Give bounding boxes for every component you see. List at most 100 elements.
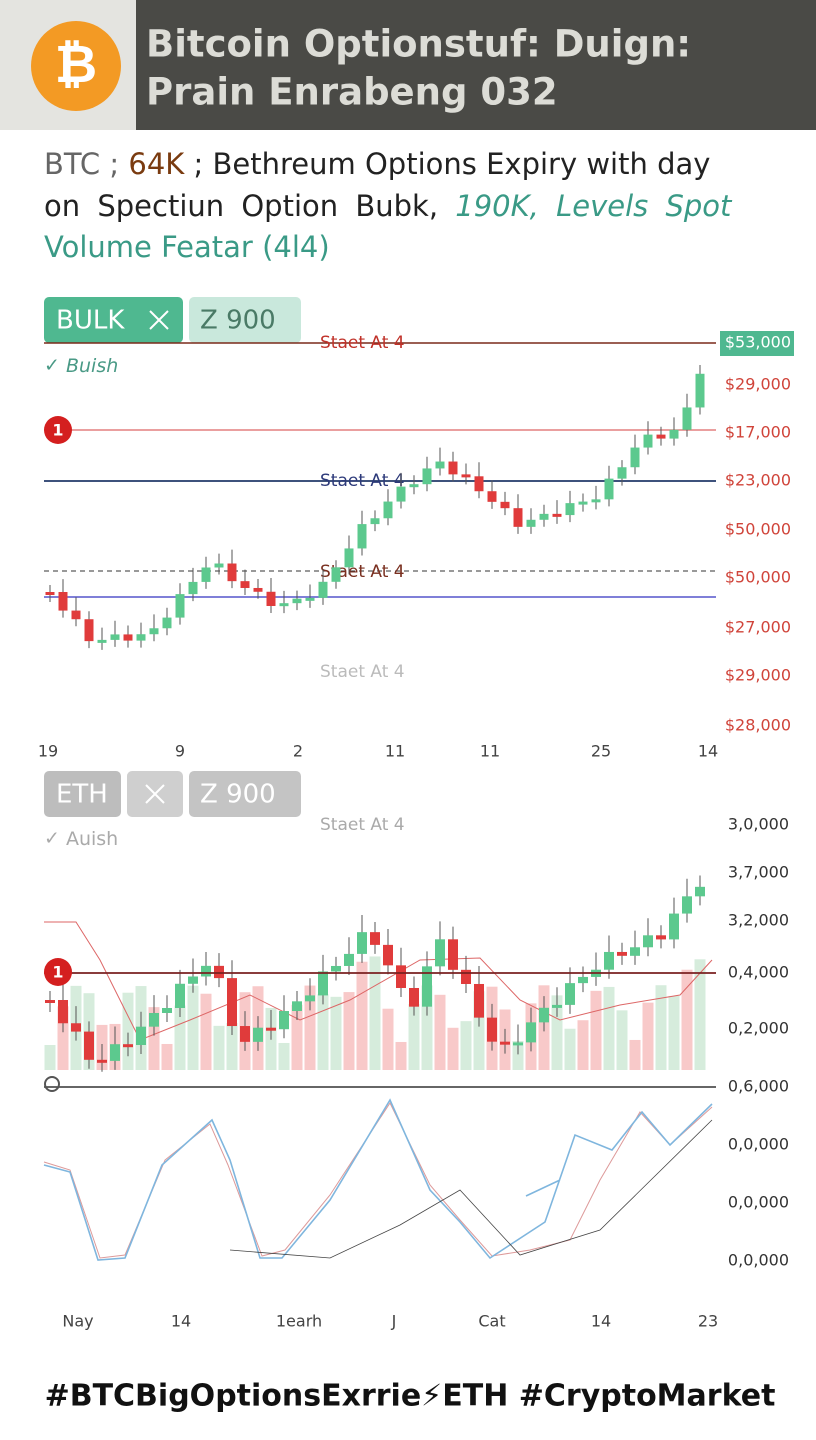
- subtitle: Volume Featar (4l4): [44, 230, 330, 264]
- candle: [565, 983, 575, 1005]
- close-icon[interactable]: [149, 310, 169, 330]
- candle: [149, 628, 159, 635]
- candle: [175, 983, 185, 1008]
- candle: [474, 476, 484, 492]
- candle: [526, 519, 536, 527]
- price-label: $29,000: [725, 375, 791, 394]
- volume-bar: [681, 969, 693, 1070]
- candle: [630, 447, 640, 468]
- oscillator-line: [43, 1101, 713, 1259]
- candle: [552, 1004, 562, 1008]
- candle: [45, 1000, 55, 1003]
- volume-bar: [187, 985, 199, 1070]
- candle: [240, 581, 250, 588]
- volume-bar: [330, 996, 342, 1070]
- date-label: 23: [698, 1312, 718, 1331]
- volume-bar: [408, 1004, 420, 1070]
- candle: [578, 976, 588, 984]
- subtitle-part: ; Bethreum Options Expiry with day: [184, 147, 710, 181]
- volume-bar: [447, 1027, 459, 1070]
- candle: [383, 501, 393, 519]
- candle: [422, 468, 432, 485]
- date-label: 14: [171, 1312, 191, 1331]
- trend-label: Buish: [66, 355, 118, 377]
- candle: [370, 932, 380, 945]
- close-icon[interactable]: [145, 784, 165, 804]
- candle: [461, 969, 471, 984]
- tag-label[interactable]: Z 900: [200, 306, 276, 336]
- subtitle-part: on Spectiun Option Bubk,: [44, 189, 455, 223]
- volume-bar: [590, 990, 602, 1070]
- tag-label[interactable]: Z 900: [200, 780, 276, 810]
- price-label: $50,000: [725, 568, 791, 587]
- candle: [253, 587, 263, 592]
- volume-bar: [382, 1008, 394, 1070]
- level-label: Staet At 4: [320, 471, 405, 491]
- tag[interactable]: [189, 297, 301, 343]
- subtitle-part: Levels Spot: [556, 189, 733, 223]
- tag[interactable]: [44, 297, 183, 343]
- volume-bar: [603, 986, 615, 1070]
- settings-icon[interactable]: [44, 1076, 60, 1092]
- candle: [591, 499, 601, 503]
- candle: [617, 951, 627, 956]
- volume-bar: [629, 1039, 641, 1070]
- candle: [565, 503, 575, 516]
- date-label: 19: [38, 742, 58, 761]
- header-band: [136, 0, 816, 130]
- volume-bar: [616, 1010, 628, 1070]
- candle: [370, 518, 380, 525]
- tag-label[interactable]: ETH: [56, 780, 108, 810]
- candle: [266, 1027, 276, 1031]
- volume-bar: [642, 1002, 654, 1070]
- candle: [448, 939, 458, 970]
- candle: [84, 1031, 94, 1060]
- candle: [71, 1023, 81, 1032]
- candle: [552, 513, 562, 517]
- price-label: 0,2,000: [728, 1019, 789, 1038]
- subtitle-part: BTC ;: [44, 147, 128, 181]
- logo-symbol: ₿: [55, 35, 97, 95]
- volume-bar: [291, 1004, 303, 1070]
- volume-bar: [304, 985, 316, 1070]
- volume-bar: [668, 995, 680, 1070]
- candle: [643, 434, 653, 448]
- candle: [669, 429, 679, 439]
- volume-bar: [473, 991, 485, 1070]
- date-label: 1earh: [276, 1312, 322, 1331]
- candle: [136, 634, 146, 641]
- candle: [617, 467, 627, 479]
- tag[interactable]: [189, 771, 301, 817]
- candle: [279, 603, 289, 607]
- candle: [97, 639, 107, 643]
- candle: [682, 896, 692, 914]
- volume-bar: [434, 994, 446, 1070]
- candle: [188, 581, 198, 595]
- candle: [383, 944, 393, 966]
- level-label: Staet At 4: [320, 662, 405, 682]
- candle: [279, 1011, 289, 1030]
- volume-bar: [512, 1040, 524, 1070]
- tag[interactable]: [44, 771, 121, 817]
- volume-bar: [577, 1020, 589, 1070]
- level-label: Staet At 4: [320, 815, 405, 835]
- date-label: 2: [293, 742, 303, 761]
- volume-bar: [226, 1023, 238, 1070]
- volume-bar: [174, 1005, 186, 1070]
- candle: [71, 610, 81, 620]
- volume-bar: [57, 1006, 69, 1070]
- candle: [396, 486, 406, 502]
- date-label: Nay: [62, 1312, 93, 1331]
- date-label: 14: [698, 742, 718, 761]
- volume-bar: [317, 994, 329, 1070]
- candle: [682, 407, 692, 430]
- trend: ✓ Auish: [44, 828, 118, 850]
- date-label: Cat: [478, 1312, 505, 1331]
- candle: [188, 976, 198, 984]
- candle: [422, 966, 432, 1007]
- candle: [162, 1007, 172, 1013]
- tag-label[interactable]: BULK: [56, 306, 125, 336]
- volume-bar: [551, 995, 563, 1070]
- candle: [240, 1026, 250, 1042]
- price-label: 3,7,000: [728, 863, 789, 882]
